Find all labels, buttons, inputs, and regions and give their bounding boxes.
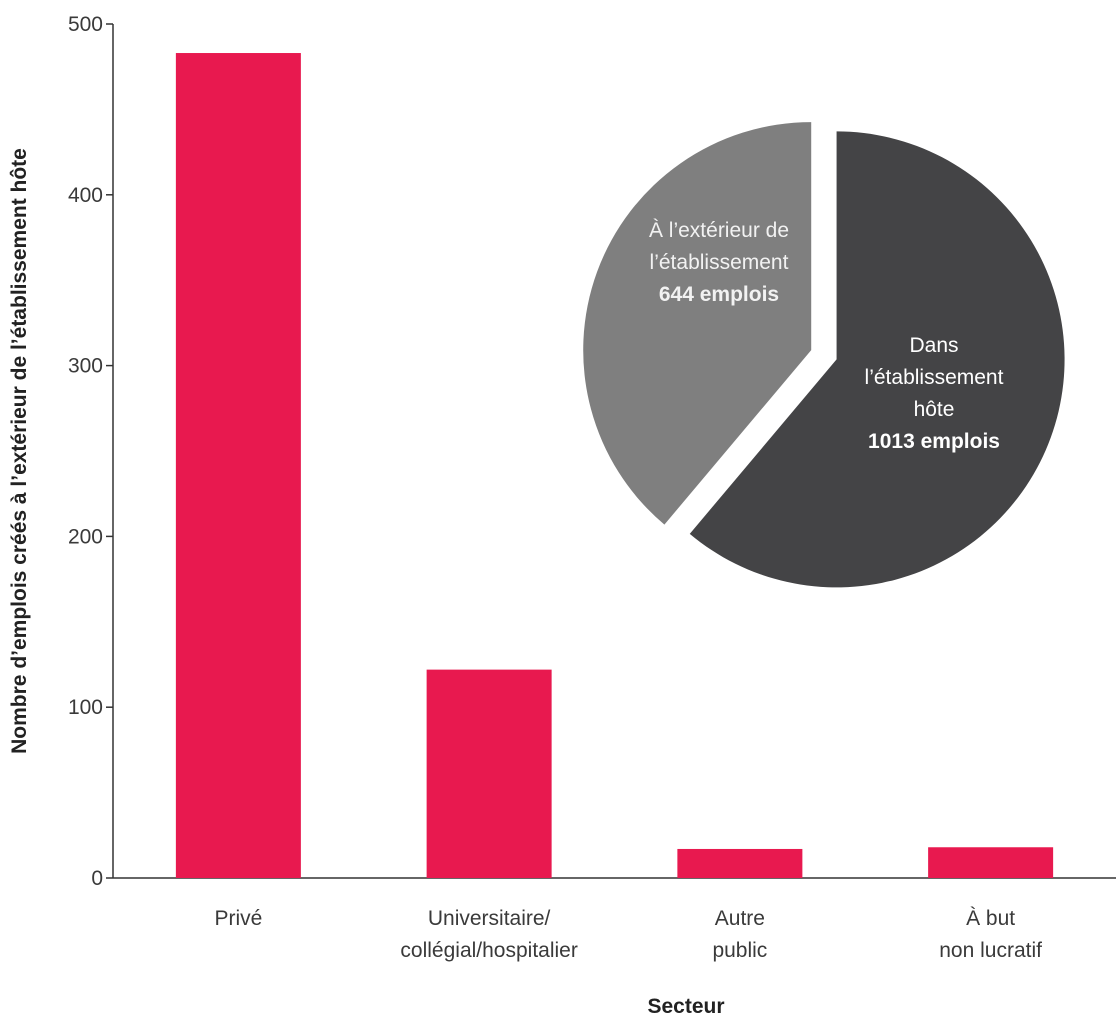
y-tick-label: 100 bbox=[68, 696, 103, 719]
pie-slice-label: l’établissement bbox=[650, 251, 789, 274]
bar bbox=[677, 848, 803, 878]
x-tick-label: public bbox=[712, 939, 767, 962]
pie-slice-label: hôte bbox=[914, 398, 955, 421]
bar bbox=[426, 669, 552, 878]
x-tick-label: collégial/hospitalier bbox=[400, 939, 577, 962]
y-axis-title: Nombre d’emplois créés à l’extérieur de … bbox=[8, 148, 31, 754]
bar-chart-bars bbox=[175, 53, 1054, 878]
bar-chart-axes: 0 100 200 300 400 500 Privé Universitaire/collé… bbox=[68, 13, 1116, 962]
bar bbox=[175, 53, 301, 878]
pie-slice bbox=[689, 131, 1065, 588]
x-tick-label: Universitaire/ bbox=[428, 907, 551, 930]
x-tick-label: Privé bbox=[214, 907, 262, 930]
x-tick-label: Autre bbox=[715, 907, 765, 930]
y-tick-label: 400 bbox=[68, 184, 103, 207]
pie-slice bbox=[583, 122, 812, 525]
axis-titles: Secteur Nombre d’emplois créés à l’extéri… bbox=[8, 148, 725, 1018]
pie-value-label: 1013 emplois bbox=[868, 430, 1000, 453]
pie-slice-label: À l’extérieur de bbox=[649, 219, 789, 242]
bar bbox=[928, 847, 1054, 878]
y-tick-label: 200 bbox=[68, 525, 103, 548]
pie-value-label: 644 emplois bbox=[659, 283, 779, 306]
pie-chart: Dans l’établissement hôte 1013 emplois À l’e… bbox=[583, 122, 1065, 588]
x-tick-label: À but bbox=[966, 907, 1015, 930]
pie-slice-label: Dans bbox=[909, 334, 958, 357]
y-tick-label: 300 bbox=[68, 355, 103, 378]
y-tick-label: 500 bbox=[68, 13, 103, 36]
x-axis-title: Secteur bbox=[647, 995, 724, 1018]
pie-slice-label: l’établissement bbox=[865, 366, 1004, 389]
x-tick-label: non lucratif bbox=[939, 939, 1042, 962]
y-tick-label: 0 bbox=[91, 867, 103, 890]
